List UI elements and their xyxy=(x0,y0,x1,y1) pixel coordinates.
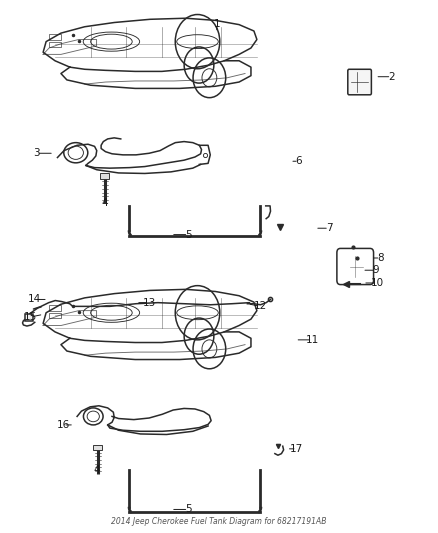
Text: 5: 5 xyxy=(185,230,192,240)
Bar xyxy=(49,42,61,47)
Text: 2: 2 xyxy=(388,72,395,82)
Text: 8: 8 xyxy=(377,253,384,263)
Text: 17: 17 xyxy=(290,444,304,454)
Text: 13: 13 xyxy=(142,297,156,308)
Text: 6: 6 xyxy=(296,156,302,166)
FancyBboxPatch shape xyxy=(348,69,371,95)
Text: 3: 3 xyxy=(33,148,40,158)
Text: 9: 9 xyxy=(373,265,379,275)
Bar xyxy=(100,173,109,179)
Bar xyxy=(49,313,61,318)
Text: 15: 15 xyxy=(24,312,37,322)
Bar xyxy=(49,34,61,39)
Text: 7: 7 xyxy=(326,223,332,233)
Text: 5: 5 xyxy=(185,504,192,514)
Bar xyxy=(49,305,61,311)
Text: 4: 4 xyxy=(94,465,100,474)
Text: 12: 12 xyxy=(254,301,267,311)
Text: 14: 14 xyxy=(28,294,41,304)
Text: 16: 16 xyxy=(57,420,70,430)
Text: 4: 4 xyxy=(101,198,108,208)
Bar xyxy=(25,314,32,321)
Bar xyxy=(93,445,102,450)
Text: 10: 10 xyxy=(371,278,384,288)
Text: 2014 Jeep Cherokee Fuel Tank Diagram for 68217191AB: 2014 Jeep Cherokee Fuel Tank Diagram for… xyxy=(111,517,327,526)
Text: 1: 1 xyxy=(213,19,220,29)
Text: 11: 11 xyxy=(306,335,319,345)
